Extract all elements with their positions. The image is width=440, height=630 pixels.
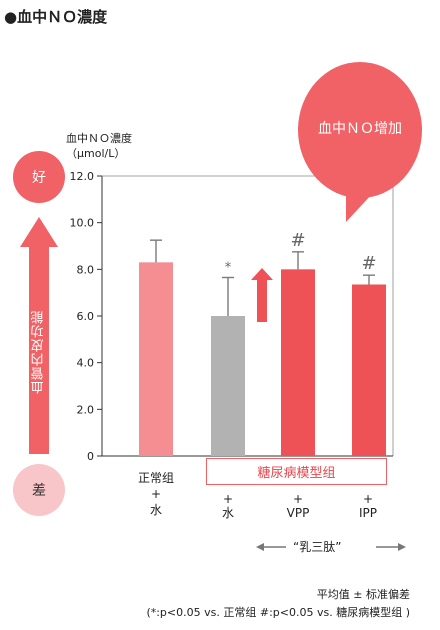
increase-arrow-icon	[251, 268, 273, 322]
normal-group-plus: +	[150, 487, 162, 501]
good-circle: 好	[13, 151, 65, 203]
y-tick-label: 2.0	[77, 403, 95, 416]
y-axis-label: 血中ＮＯ濃度 （μmol/L）	[66, 131, 132, 161]
water-plus: +	[222, 492, 234, 506]
footnote-significance: (*:p<0.05 vs. 正常组 #:p<0.05 vs. 糖尿病模型组 )	[146, 606, 410, 619]
diabetes-group-label: 糖尿病模型组	[257, 466, 336, 481]
y-tick-label: 12.0	[70, 170, 95, 183]
vpp-plus: +	[292, 492, 304, 506]
vpp-label: VPP	[286, 506, 310, 520]
bubble-text: 血中ＮＯ增加	[318, 121, 402, 137]
normal-group-water: 水	[149, 503, 162, 517]
bar	[211, 316, 245, 456]
y-tick-label: 4.0	[77, 357, 95, 370]
double-arrow-icon	[256, 543, 406, 551]
bad-label: 差	[32, 483, 46, 499]
bad-circle: 差	[13, 464, 65, 516]
x-label-water: + 水	[203, 492, 253, 520]
bar	[352, 284, 386, 456]
diabetes-group-box: 糖尿病模型组	[206, 458, 387, 485]
bar	[139, 262, 173, 456]
up-arrow-icon	[20, 217, 58, 454]
x-label-ipp: + IPP	[343, 492, 393, 520]
significance-marker: *	[225, 261, 232, 276]
normal-group-name: 正常组	[137, 471, 174, 485]
water-label: 水	[221, 506, 234, 520]
y-tick-label: 10.0	[70, 217, 95, 230]
peptide-label: “乳三肽”	[293, 540, 342, 554]
y-tick-label: 0	[87, 450, 94, 463]
x-label-normal-group: 正常组 + 水	[127, 470, 185, 518]
y-axis-label-line1: 血中ＮＯ濃度	[66, 132, 132, 145]
ipp-label: IPP	[358, 506, 377, 520]
y-axis-label-line2: （μmol/L）	[66, 147, 126, 160]
y-tick-label: 6.0	[77, 310, 95, 323]
y-tick-label: 8.0	[77, 263, 95, 276]
significance-marker: #	[361, 253, 376, 274]
bar	[281, 269, 315, 456]
ipp-plus: +	[362, 492, 374, 506]
good-label: 好	[32, 170, 46, 186]
significance-marker: #	[290, 230, 305, 251]
page-title: ●血中ＮＯ濃度	[4, 8, 108, 26]
footnote-mean-sd: 平均值 ± 标准偏差	[316, 588, 410, 601]
x-label-vpp: + VPP	[273, 492, 323, 520]
